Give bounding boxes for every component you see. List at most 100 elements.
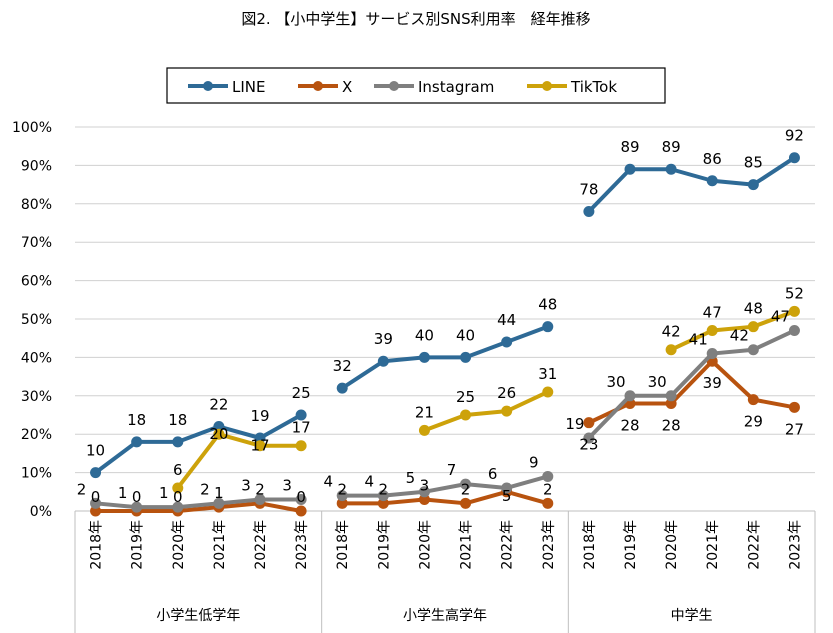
data-label-line: 25 (292, 384, 311, 402)
y-tick-label: 0% (30, 504, 52, 520)
data-label-line: 40 (415, 326, 434, 344)
series-line-tiktok (423, 390, 549, 433)
data-label-instagram: 7 (447, 461, 457, 479)
data-label-tiktok: 48 (744, 300, 763, 318)
data-label-tiktok: 6 (173, 461, 183, 479)
data-label-instagram: 3 (241, 476, 251, 494)
data-point-instagram (254, 493, 266, 505)
data-point-line (624, 163, 636, 175)
data-point-x (788, 401, 800, 413)
data-label-instagram: 1 (159, 484, 169, 502)
legend-marker (203, 81, 213, 91)
data-label-x: 1 (214, 484, 224, 502)
x-tick-label: 2019年 (130, 520, 146, 570)
data-point-line (377, 355, 389, 367)
data-label-instagram: 3 (282, 476, 292, 494)
group-label: 中学生 (671, 608, 713, 624)
data-point-tiktok (665, 344, 677, 356)
data-label-x: 2 (543, 480, 553, 498)
data-point-line (131, 436, 143, 448)
data-label-instagram: 47 (771, 308, 790, 326)
data-label-instagram: 41 (689, 331, 708, 349)
data-label-x: 0 (91, 488, 101, 506)
data-point-instagram (542, 470, 554, 482)
legend-marker (389, 81, 399, 91)
data-point-tiktok (418, 424, 430, 436)
x-tick-label: 2023年 (541, 520, 557, 570)
series-layer (90, 152, 800, 517)
data-point-line (295, 409, 307, 421)
data-point-instagram (460, 478, 472, 490)
data-label-x: 5 (502, 487, 512, 505)
data-label-line: 78 (579, 180, 598, 198)
data-label-line: 92 (785, 127, 804, 145)
data-label-x: 2 (255, 480, 265, 498)
data-label-line: 10 (86, 442, 105, 460)
data-point-instagram (418, 486, 430, 498)
x-tick-label: 2022年 (746, 520, 762, 570)
data-point-line (501, 336, 513, 348)
data-label-line: 85 (744, 154, 763, 172)
data-label-line: 22 (209, 396, 228, 414)
series-line-x (342, 489, 549, 506)
data-label-tiktok: 42 (662, 323, 681, 341)
legend-label: Instagram (418, 78, 494, 96)
data-label-instagram: 42 (730, 327, 749, 345)
data-point-instagram (336, 490, 348, 502)
data-label-x: 23 (579, 436, 598, 454)
data-label-x: 0 (173, 488, 183, 506)
data-label-line: 89 (662, 138, 681, 156)
data-point-line (254, 432, 266, 444)
data-point-x (665, 397, 677, 409)
data-label-instagram: 9 (529, 453, 539, 471)
y-tick-label: 40% (21, 350, 52, 366)
data-label-instagram: 5 (406, 469, 416, 487)
data-label-instagram: 2 (200, 480, 210, 498)
data-point-line (542, 321, 554, 333)
y-tick-label: 100% (12, 120, 52, 136)
data-point-instagram (788, 325, 800, 337)
data-point-instagram (706, 348, 718, 360)
x-tick-label: 2023年 (294, 520, 310, 570)
axes: 0%10%20%30%40%50%60%70%80%90%100%2018年 20… (12, 120, 816, 633)
legend-marker (313, 81, 323, 91)
x-tick-label: 2021年 (459, 520, 475, 570)
series-line-instagram (342, 474, 549, 498)
x-tick-label: 2018年 (582, 520, 598, 570)
data-label-line: 32 (333, 357, 352, 375)
x-tick-label: 2021年 (212, 520, 228, 570)
y-tick-label: 10% (21, 466, 52, 482)
data-label-instagram: 19 (565, 415, 584, 433)
series-line-x (588, 359, 795, 425)
data-label-x: 3 (420, 476, 430, 494)
data-label-tiktok: 21 (415, 403, 434, 421)
data-point-line (90, 467, 102, 479)
data-point-line (788, 152, 800, 164)
data-point-x (418, 493, 430, 505)
data-label-tiktok: 17 (250, 437, 269, 455)
data-label-instagram: 4 (365, 473, 375, 491)
data-point-instagram (213, 497, 225, 509)
data-point-line (172, 436, 184, 448)
data-point-tiktok (460, 409, 472, 421)
x-tick-label: 2018年 (89, 520, 105, 570)
data-label-line: 89 (620, 138, 639, 156)
series-line-line (94, 413, 303, 475)
data-label-instagram: 30 (606, 373, 625, 391)
x-tick-label: 2018年 (335, 520, 351, 570)
data-label-x: 2 (379, 480, 389, 498)
series-line-instagram (587, 328, 796, 440)
data-label-tiktok: 47 (703, 304, 722, 322)
data-point-tiktok (213, 428, 225, 440)
data-point-line (706, 175, 718, 187)
data-point-instagram (501, 482, 513, 494)
data-label-tiktok: 31 (538, 365, 557, 383)
series-line-line (587, 156, 796, 213)
data-label-x: 29 (744, 413, 763, 431)
y-tick-label: 80% (21, 197, 52, 213)
y-tick-label: 60% (21, 274, 52, 290)
x-tick-label: 2021年 (705, 520, 721, 570)
series-line-tiktok (176, 432, 302, 490)
data-label-x: 27 (785, 420, 804, 438)
